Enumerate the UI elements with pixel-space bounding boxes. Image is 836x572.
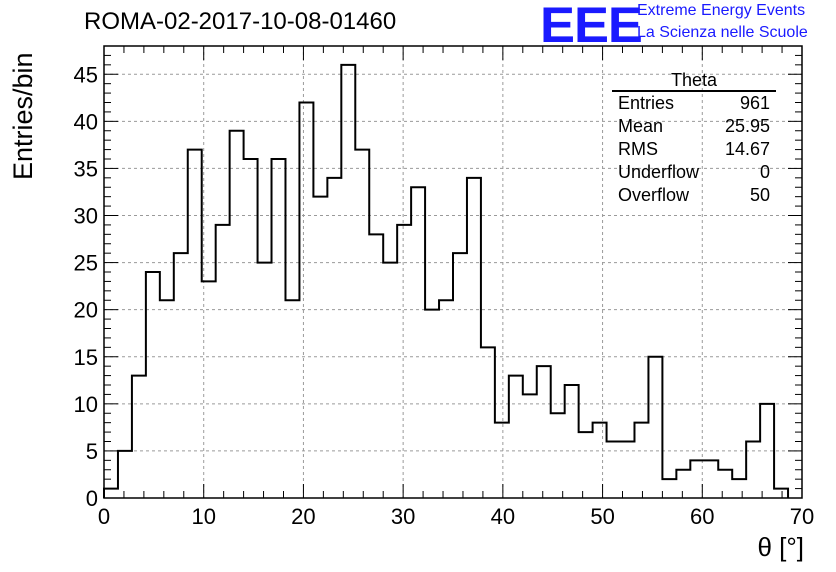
stats-value: 14.67: [724, 139, 770, 159]
stats-row-entries: Entries 961: [612, 92, 776, 115]
y-tick-label: 20: [74, 298, 98, 323]
eee-logo: EEE: [540, 0, 643, 53]
stats-label: Mean: [618, 116, 664, 136]
x-tick-label: 30: [391, 504, 415, 529]
stats-row-underflow: Underflow 0: [612, 161, 776, 184]
stats-row-rms: RMS 14.67: [612, 138, 776, 161]
logo-line-2: La Scienza nelle Scuole: [637, 24, 808, 41]
x-tick-label: 0: [98, 504, 110, 529]
y-tick-label: 35: [74, 156, 98, 181]
stats-label: RMS: [618, 139, 658, 159]
x-tick-label: 20: [291, 504, 315, 529]
stats-title: Theta: [612, 70, 776, 92]
x-tick-label: 50: [590, 504, 614, 529]
x-tick-label: 10: [191, 504, 215, 529]
stats-label: Entries: [618, 93, 675, 113]
stats-label: Underflow: [618, 162, 700, 182]
stats-box: Theta Entries 961 Mean 25.95 RMS 14.67 U…: [612, 70, 776, 207]
histogram-step-line: [103, 63, 790, 498]
stats-value: 25.95: [724, 116, 770, 136]
y-axis-label-wrap: Entries/bin: [8, 52, 38, 190]
y-tick-label: 30: [74, 204, 98, 229]
stats-value: 50: [749, 185, 770, 205]
y-tick-label: 40: [74, 109, 98, 134]
y-tick-label: 45: [74, 62, 98, 87]
stats-row-mean: Mean 25.95: [612, 115, 776, 138]
y-tick-label: 25: [74, 251, 98, 276]
y-tick-label: 0: [86, 486, 98, 511]
x-tick-label: 60: [690, 504, 714, 529]
logo-line-1: Extreme Energy Events: [637, 2, 806, 19]
stats-label: Overflow: [618, 185, 690, 205]
stats-value: 0: [759, 162, 770, 182]
y-tick-label: 10: [74, 392, 98, 417]
x-tick-label: 70: [790, 504, 814, 529]
y-tick-label: 15: [74, 345, 98, 370]
chart-title: ROMA-02-2017-10-08-01460: [84, 8, 397, 35]
y-tick-label: 5: [86, 439, 98, 464]
stats-value: 961: [739, 93, 770, 113]
x-axis-label: θ [°]: [757, 532, 804, 562]
stats-row-overflow: Overflow 50: [612, 184, 776, 207]
x-tick-label: 40: [491, 504, 515, 529]
y-axis-label: Entries/bin: [8, 52, 38, 180]
